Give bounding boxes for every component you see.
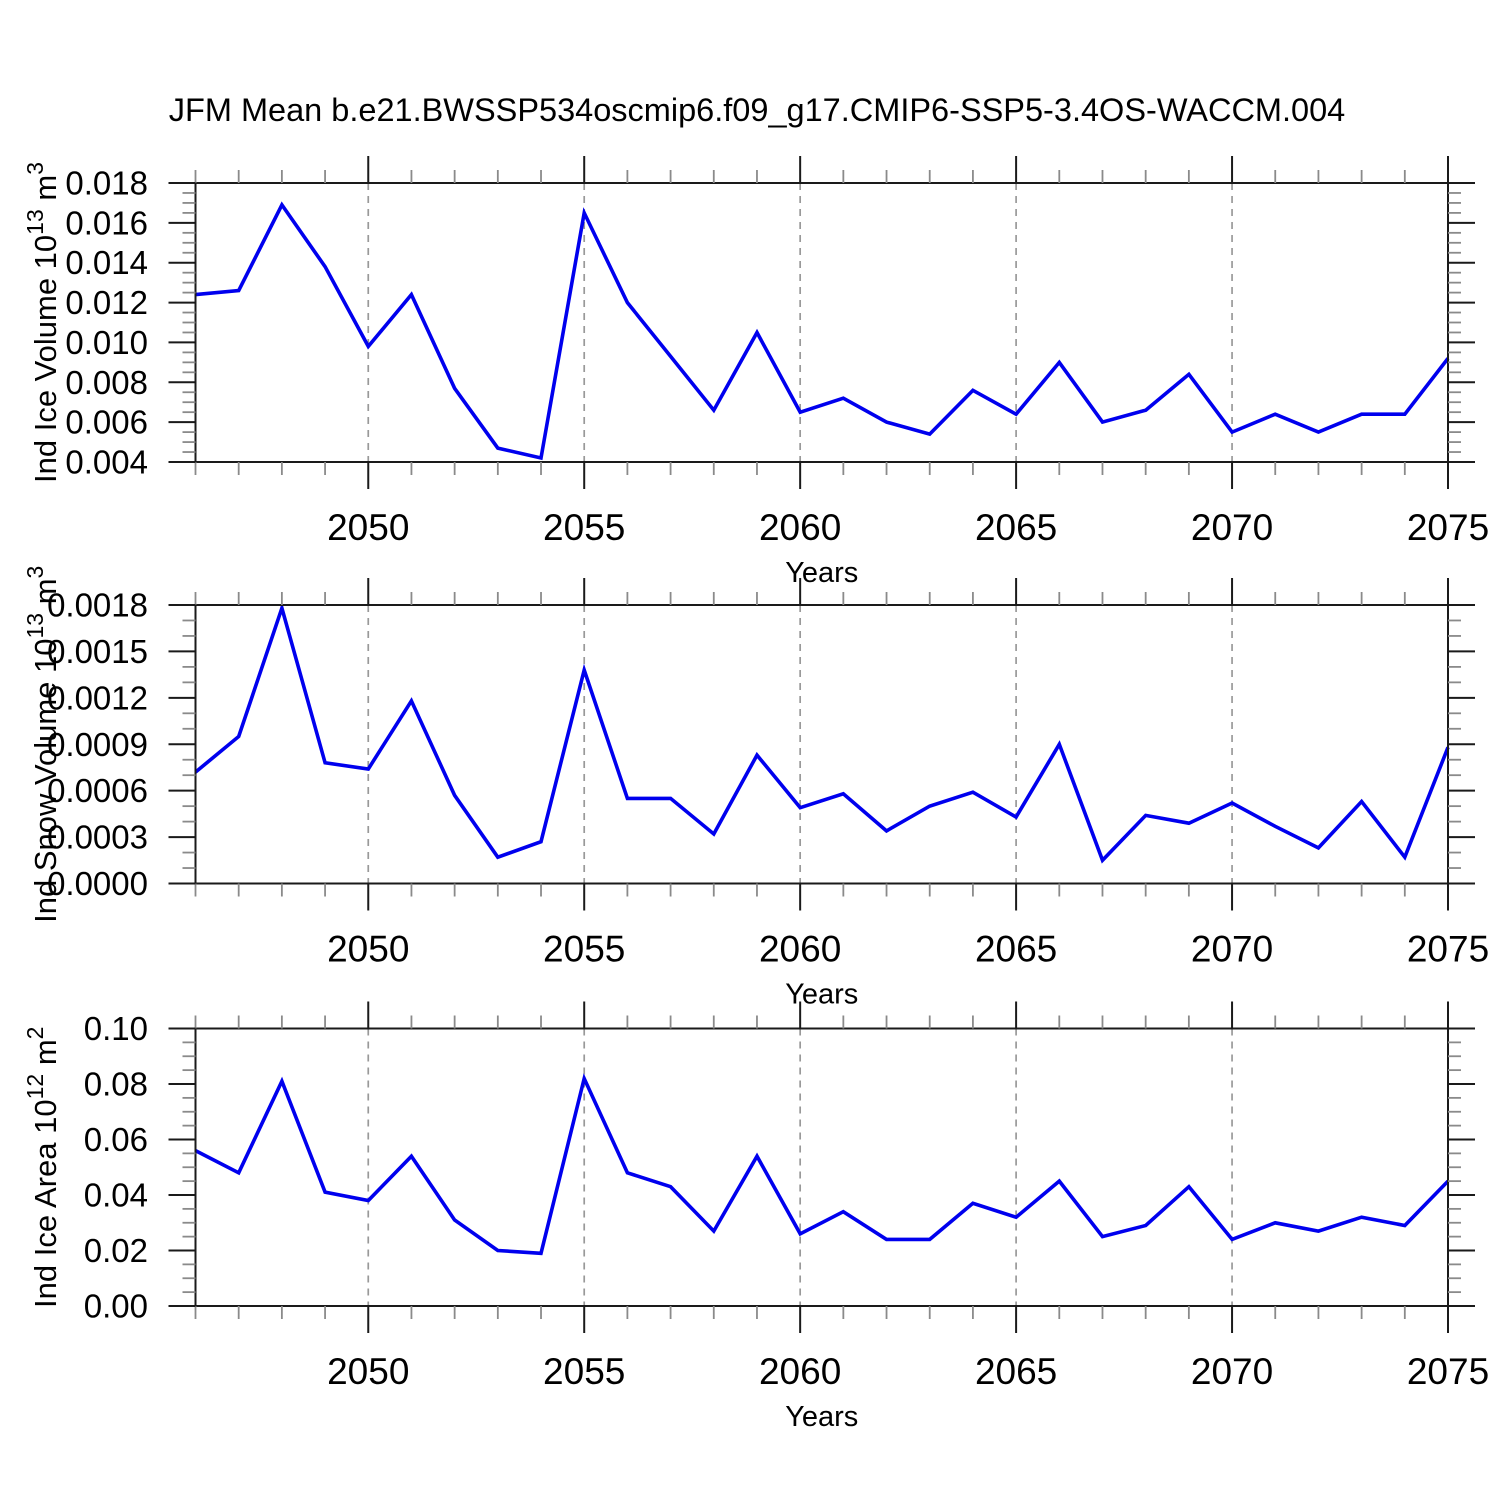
x-axis-tick-label: 2065 bbox=[975, 1351, 1057, 1392]
x-axis-tick-label: 2060 bbox=[759, 929, 841, 970]
x-axis-tick-label: 2075 bbox=[1407, 929, 1489, 970]
x-axis-tick-label: 2060 bbox=[759, 1351, 841, 1392]
y-axis-tick-label: 0.0018 bbox=[47, 587, 148, 624]
y-axis-tick-label: 0.0006 bbox=[47, 772, 148, 809]
x-axis-tick-label: 2070 bbox=[1191, 507, 1273, 548]
data-line-ind-snow-volume bbox=[194, 601, 1450, 864]
y-axis-tick-label: 0.016 bbox=[65, 204, 148, 241]
y-axis-tick-label: 0.0000 bbox=[47, 865, 148, 902]
x-axis-tick-label: 2075 bbox=[1407, 1351, 1489, 1392]
y-axis-tick-label: 0.006 bbox=[65, 404, 148, 441]
y-axis-tick-label: 0.10 bbox=[84, 1010, 148, 1047]
x-axis-tick-label: 2065 bbox=[975, 507, 1057, 548]
x-axis-label: Years bbox=[785, 557, 858, 589]
x-axis-tick-label: 2055 bbox=[543, 507, 625, 548]
x-axis-tick-label: 2070 bbox=[1191, 1351, 1273, 1392]
y-axis-tick-label: 0.014 bbox=[65, 244, 148, 281]
y-axis-tick-label: 0.04 bbox=[84, 1177, 148, 1214]
data-line-ind-ice-volume bbox=[195, 201, 1450, 461]
x-axis-tick-label: 2050 bbox=[327, 507, 409, 548]
y-axis-tick-label: 0.018 bbox=[65, 165, 148, 202]
y-axis-tick-label: 0.008 bbox=[65, 364, 148, 401]
y-axis-tick-label: 0.0015 bbox=[47, 633, 148, 670]
x-axis-label: Years bbox=[785, 1401, 858, 1433]
line-chart-ind-ice-area: 0.10 0.08 0.06 0.04 0.02 0.00 2050 2055 2060 2065… bbox=[22, 1001, 1489, 1433]
y-axis-tick-label: 0.00 bbox=[84, 1288, 148, 1325]
y-axis-tick-label: 0.0009 bbox=[47, 726, 148, 763]
x-axis-tick-label: 2070 bbox=[1191, 929, 1273, 970]
y-axis-tick-label: 0.06 bbox=[84, 1121, 148, 1158]
x-axis-tick-label: 2050 bbox=[327, 1351, 409, 1392]
x-axis-tick-label: 2065 bbox=[975, 929, 1057, 970]
x-axis-tick-label: 2050 bbox=[327, 929, 409, 970]
x-axis-tick-label: 2055 bbox=[543, 1351, 625, 1392]
y-axis-tick-label: 0.08 bbox=[84, 1066, 148, 1103]
line-chart-ind-ice-volume: 0.0180.0160.0140.0120.0100.0080.0060.004… bbox=[22, 156, 1489, 589]
data-line-ind-ice-area bbox=[194, 1073, 1450, 1256]
y-axis-tick-label: 0.010 bbox=[65, 324, 148, 361]
page-title: JFM Mean b.e21.BWSSP534oscmip6.f09_g17.C… bbox=[169, 92, 1346, 128]
plot-frame bbox=[194, 1027, 1449, 1307]
y-axis-label: Ind Snow Volume 1013 m3 bbox=[22, 566, 63, 923]
x-axis-label: Years bbox=[785, 979, 858, 1011]
y-axis-tick-label: 0.012 bbox=[65, 284, 148, 321]
y-axis-tick-label: 0.004 bbox=[65, 444, 148, 481]
x-axis-tick-label: 2060 bbox=[759, 507, 841, 548]
y-axis-tick-label: 0.0003 bbox=[47, 819, 148, 856]
y-axis-tick-label: 0.0012 bbox=[47, 679, 148, 716]
y-axis-label: Ind Ice Area 1012 m2 bbox=[22, 1027, 63, 1308]
x-axis-tick-label: 2075 bbox=[1407, 507, 1489, 548]
y-axis-tick-label: 0.02 bbox=[84, 1232, 148, 1269]
line-chart-ind-snow-volume: 0.0018 0.0015 0.0012 0.0009 0.0006 0.0003 0.00… bbox=[22, 566, 1489, 1011]
y-axis-label: Ind Ice Volume 1013 m3 bbox=[22, 162, 63, 483]
x-axis-tick-label: 2055 bbox=[543, 929, 625, 970]
